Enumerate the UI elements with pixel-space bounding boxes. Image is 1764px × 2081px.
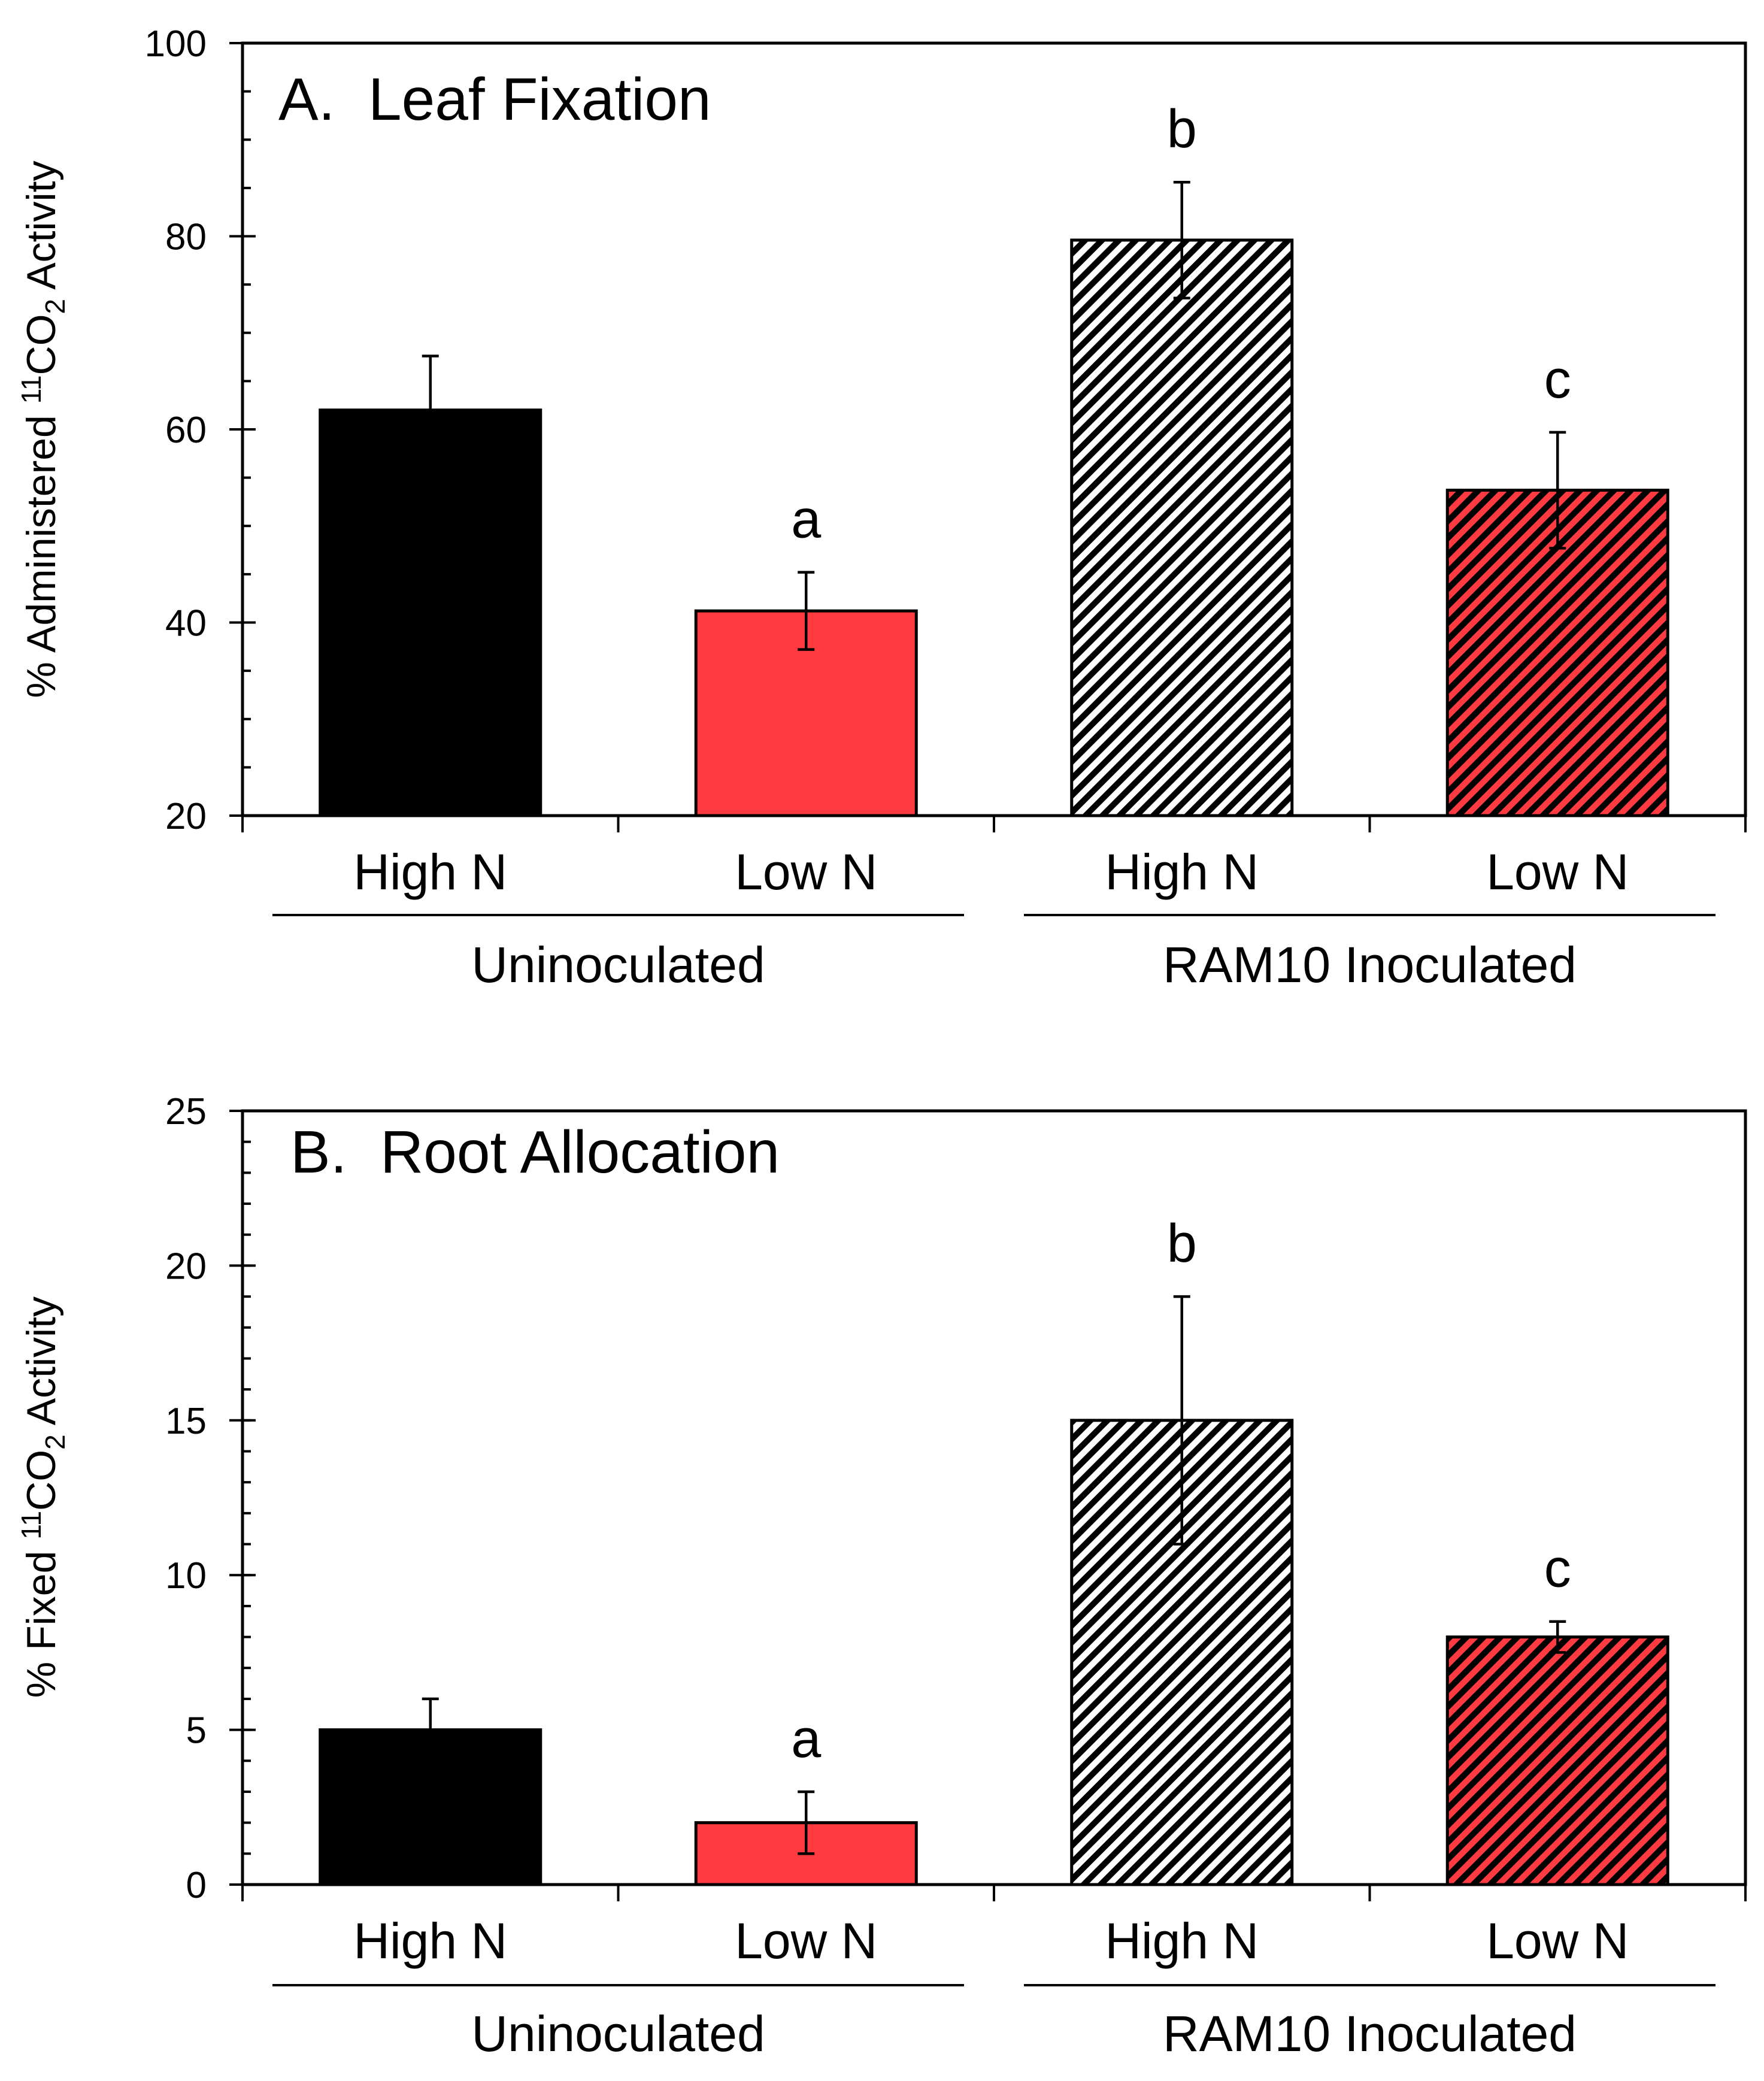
significance-label: c: [1544, 350, 1571, 410]
y-tick-label: 5: [186, 1710, 207, 1752]
x-category-label: High N: [1105, 1913, 1259, 1969]
x-category-label: High N: [353, 1913, 507, 1969]
x-category-label: High N: [1105, 844, 1259, 900]
significance-label: a: [791, 490, 822, 550]
y-tick-label: 100: [145, 23, 207, 65]
y-tick-label: 80: [165, 217, 207, 258]
x-group-label: RAM10 Inoculated: [1163, 2006, 1577, 2062]
panel-title: B. Root Allocation: [290, 1119, 780, 1186]
y-tick-label: 40: [165, 603, 207, 644]
y-tick-label: 15: [165, 1401, 207, 1442]
x-category-label: Low N: [1486, 844, 1629, 900]
x-axis: High N Low N High N Low N Uninoculated RAM10 …: [241, 816, 1747, 993]
x-category-label: High N: [353, 844, 507, 900]
y-tick-label: 10: [165, 1555, 207, 1597]
bar-ram10-inoculated-low-n: [1445, 1635, 1669, 1886]
y-axis: 20 40 60 80 100: [145, 23, 256, 837]
panel-root-allocation: B. Root Allocation % Fixed 11CO2 Activit…: [16, 1091, 1747, 2062]
bar-uninoculated-high-n: [319, 408, 542, 817]
x-category-label: Low N: [735, 844, 877, 900]
y-tick-label: 0: [186, 1865, 207, 1906]
x-axis: High N Low N High N Low N Uninoculated RAM10 …: [241, 1885, 1747, 2062]
y-axis: 0 5 10 15 20 25: [165, 1091, 256, 1906]
x-group-label: Uninoculated: [471, 937, 765, 993]
y-tick-label: 25: [165, 1091, 207, 1132]
y-tick-label: 20: [165, 1246, 207, 1287]
x-group-label: RAM10 Inoculated: [1163, 937, 1577, 993]
bars: a b c: [319, 99, 1669, 817]
significance-label: a: [791, 1709, 822, 1769]
panel-leaf-fixation: A. Leaf Fixation % Administered 11CO2 Ac…: [16, 23, 1747, 993]
panel-title: A. Leaf Fixation: [278, 66, 711, 133]
x-category-label: Low N: [1486, 1913, 1629, 1969]
y-tick-label: 60: [165, 410, 207, 451]
x-group-label: Uninoculated: [471, 2006, 765, 2062]
bar-ram10-inoculated-high-n: [1070, 238, 1294, 817]
y-axis-label: % Administered 11CO2 Activity: [16, 160, 71, 698]
significance-label: b: [1167, 1214, 1197, 1274]
significance-label: c: [1544, 1539, 1571, 1599]
y-tick-label: 20: [165, 796, 207, 837]
significance-label: b: [1167, 99, 1197, 159]
bars: a b c: [319, 1214, 1669, 1886]
y-axis-label: % Fixed 11CO2 Activity: [16, 1297, 71, 1698]
x-category-label: Low N: [735, 1913, 877, 1969]
